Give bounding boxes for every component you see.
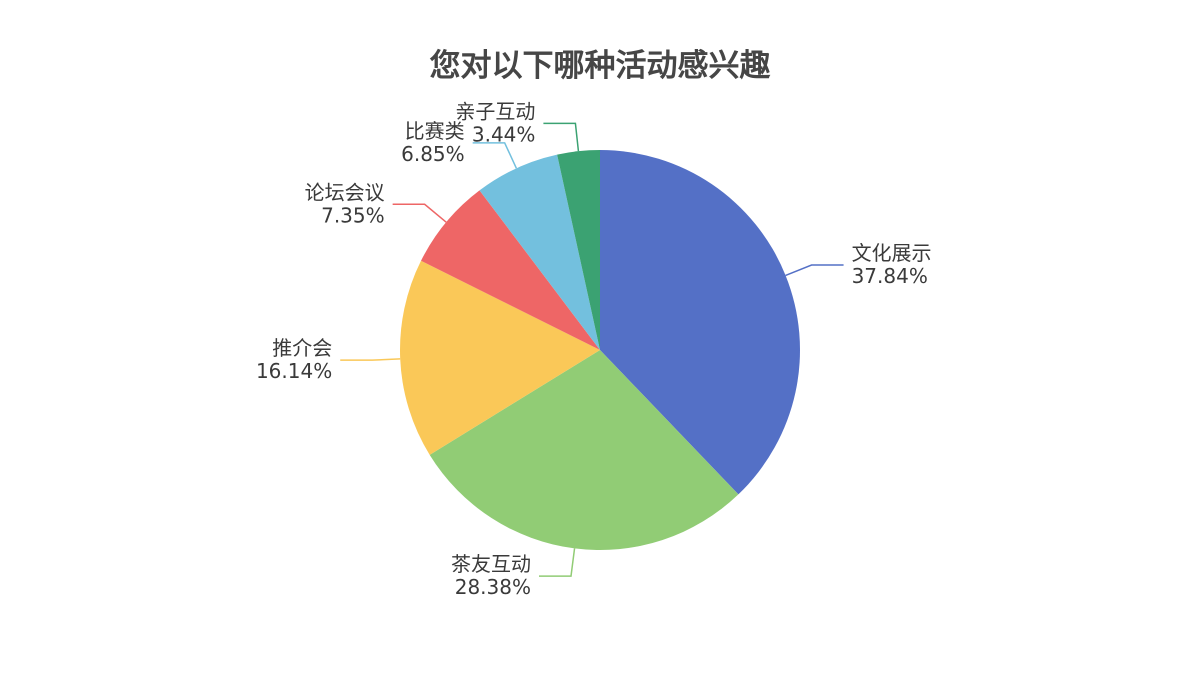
chart-title: 您对以下哪种活动感兴趣 [429, 48, 771, 84]
pie-slice-3[interactable] [421, 190, 600, 350]
slice-name-label: 推介会 [272, 336, 332, 360]
slice-percent-label: 3.44% [472, 122, 536, 146]
label-line-5 [543, 122, 580, 152]
pie-slice-0[interactable] [600, 150, 800, 495]
slice-name-label: 论坛会议 [305, 180, 385, 204]
label-line-1 [538, 548, 576, 577]
pie-slice-4[interactable] [479, 154, 600, 350]
pie-slice-5[interactable] [557, 150, 600, 350]
slice-percent-label: 6.85% [401, 142, 465, 166]
slice-percent-label: 16.14% [256, 359, 332, 383]
slice-name-label: 比赛类 [405, 119, 465, 143]
slice-percent-label: 28.38% [455, 575, 531, 599]
pie-slice-1[interactable] [429, 350, 739, 550]
label-line-3 [392, 203, 447, 223]
label-line-2 [340, 358, 401, 361]
slice-name-label: 亲子互动 [455, 99, 535, 123]
slice-percent-label: 37.84% [852, 264, 928, 288]
label-line-4 [472, 142, 518, 169]
slice-name-label: 文化展示 [852, 241, 932, 265]
slice-name-label: 茶友互动 [451, 552, 531, 576]
slice-percent-label: 7.35% [321, 203, 385, 227]
label-line-0 [785, 264, 844, 277]
pie-slice-2[interactable] [400, 260, 600, 455]
